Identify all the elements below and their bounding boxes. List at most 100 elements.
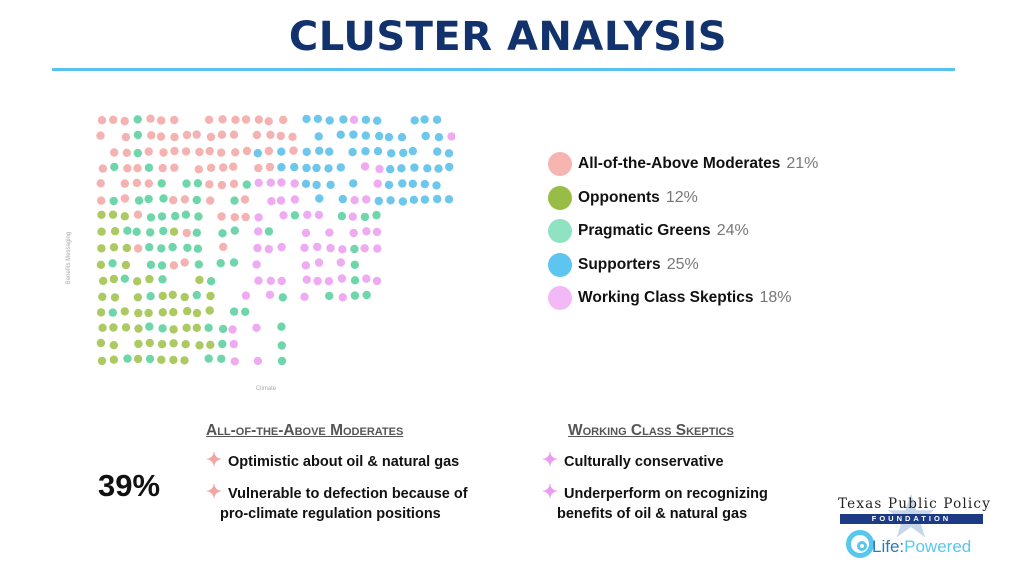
legend-pct-moderates: 21% <box>786 155 819 172</box>
scatter-point-pragmatic-greens <box>157 179 166 188</box>
scatter-point-pragmatic-greens <box>120 274 129 283</box>
scatter-point-opponents <box>134 324 143 333</box>
scatter-point-opponents <box>145 274 154 284</box>
scatter-point-moderates <box>276 131 285 141</box>
scatter-point-pragmatic-greens <box>218 229 227 238</box>
legend-dot-pragmatic-greens <box>548 219 572 243</box>
scatter-point-moderates <box>96 131 105 140</box>
scatter-point-pragmatic-greens <box>133 130 143 140</box>
scatter-point-working-class-skeptics <box>325 228 334 237</box>
scatter-point-moderates <box>144 179 153 188</box>
legend-label-supporters: Supporters <box>578 255 661 273</box>
tppf-logo: ★ Texas Public Policy FOUNDATION Life:Po… <box>838 483 990 566</box>
scatter-point-moderates <box>194 165 203 174</box>
scatter-point-opponents <box>180 356 189 365</box>
scatter-point-moderates <box>133 244 143 253</box>
scatter-point-opponents <box>98 292 107 301</box>
scatter-point-opponents <box>121 323 131 332</box>
scatter-point-working-class-skeptics <box>314 258 324 267</box>
scatter-point-supporters <box>444 149 454 158</box>
scatter-point-pragmatic-greens <box>109 196 118 206</box>
scatter-point-working-class-skeptics <box>265 290 275 299</box>
scatter-point-opponents <box>168 290 177 299</box>
scatter-point-moderates <box>218 115 227 124</box>
scatter-point-supporters <box>444 195 454 204</box>
scatter-point-opponents <box>205 306 214 315</box>
scatter-point-opponents <box>97 210 106 219</box>
scatter-point-supporters <box>302 114 311 124</box>
scatter-point-moderates <box>206 132 216 142</box>
scatter-point-pragmatic-greens <box>159 194 168 203</box>
scatter-point-moderates <box>109 115 118 124</box>
scatter-point-working-class-skeptics <box>254 178 263 187</box>
scatter-point-moderates <box>252 130 262 140</box>
scatter-point-moderates <box>230 213 239 222</box>
scatter-point-working-class-skeptics <box>324 277 334 286</box>
scatter-point-supporters <box>373 147 383 156</box>
scatter-point-moderates <box>110 148 119 157</box>
scatter-point-opponents <box>169 339 178 348</box>
scatter-point-supporters <box>432 115 442 124</box>
scatter-point-opponents <box>133 277 142 286</box>
scatter-point-working-class-skeptics <box>277 276 286 286</box>
combined-percentage: 39% <box>98 468 161 503</box>
scatter-point-working-class-skeptics <box>373 179 382 188</box>
scatter-point-opponents <box>206 340 215 349</box>
scatter-point-moderates <box>205 180 214 189</box>
scatter-point-pragmatic-greens <box>229 307 239 316</box>
scatter-point-pragmatic-greens <box>229 258 239 267</box>
scatter-point-supporters <box>312 163 321 173</box>
scatter-point-working-class-skeptics <box>301 228 311 238</box>
scatter-point-opponents <box>98 323 107 332</box>
scatter-point-working-class-skeptics <box>326 243 335 253</box>
scatter-point-moderates <box>147 131 156 140</box>
scatter-point-pragmatic-greens <box>132 227 141 236</box>
scatter-point-opponents <box>133 293 143 302</box>
scatter-point-moderates <box>120 194 130 203</box>
scatter-point-moderates <box>123 164 132 173</box>
scatter-point-opponents <box>195 341 204 350</box>
scatter-point-pragmatic-greens <box>325 291 334 301</box>
scatter-point-supporters <box>432 181 441 190</box>
legend-dot-moderates <box>548 152 572 176</box>
scatter-point-pragmatic-greens <box>144 194 153 204</box>
scatter-point-opponents <box>97 227 106 236</box>
scatter-point-working-class-skeptics <box>290 195 300 204</box>
scatter-point-opponents <box>120 212 129 221</box>
scatter-point-pragmatic-greens <box>192 195 201 205</box>
scatter-point-working-class-skeptics <box>267 197 276 206</box>
scatter-point-pragmatic-greens <box>171 211 180 221</box>
scatter-point-moderates <box>254 115 263 124</box>
scatter-point-moderates <box>217 148 226 157</box>
scatter-point-opponents <box>99 276 108 286</box>
skeptics-bullet-text: Underperform on recognizing <box>564 486 768 502</box>
scatter-point-pragmatic-greens <box>158 324 167 333</box>
scatter-point-opponents <box>192 308 202 318</box>
scatter-point-pragmatic-greens <box>290 211 300 220</box>
scatter-point-opponents <box>97 244 106 253</box>
scatter-point-opponents <box>181 340 190 349</box>
scatter-point-opponents <box>192 323 201 332</box>
scatter-point-opponents <box>109 341 118 350</box>
cluster-scatter-plot: Climate Benefits Messaging <box>66 114 455 392</box>
scatter-point-moderates <box>158 163 167 173</box>
scatter-point-supporters <box>277 163 286 172</box>
moderates-heading: All-of-the-Above Moderates <box>206 422 404 439</box>
scatter-point-moderates <box>182 130 192 140</box>
skeptics-bullet-2: ✦ Underperform on recognizing <box>542 483 768 504</box>
scatter-point-pragmatic-greens <box>158 275 167 284</box>
scatter-point-supporters <box>386 165 395 174</box>
star-bullet-icon: ✦ <box>206 450 222 471</box>
scatter-point-pragmatic-greens <box>108 259 117 268</box>
scatter-point-supporters <box>361 115 371 124</box>
scatter-point-moderates <box>170 146 179 156</box>
x-axis-label: Climate <box>256 386 277 392</box>
scatter-point-working-class-skeptics <box>372 227 382 237</box>
scatter-point-moderates <box>289 146 298 155</box>
scatter-point-opponents <box>169 308 178 317</box>
scatter-point-pragmatic-greens <box>230 226 239 235</box>
scatter-point-working-class-skeptics <box>254 276 263 285</box>
scatter-point-moderates <box>217 180 227 190</box>
scatter-point-pragmatic-greens <box>360 212 370 222</box>
scatter-point-moderates <box>182 228 191 238</box>
